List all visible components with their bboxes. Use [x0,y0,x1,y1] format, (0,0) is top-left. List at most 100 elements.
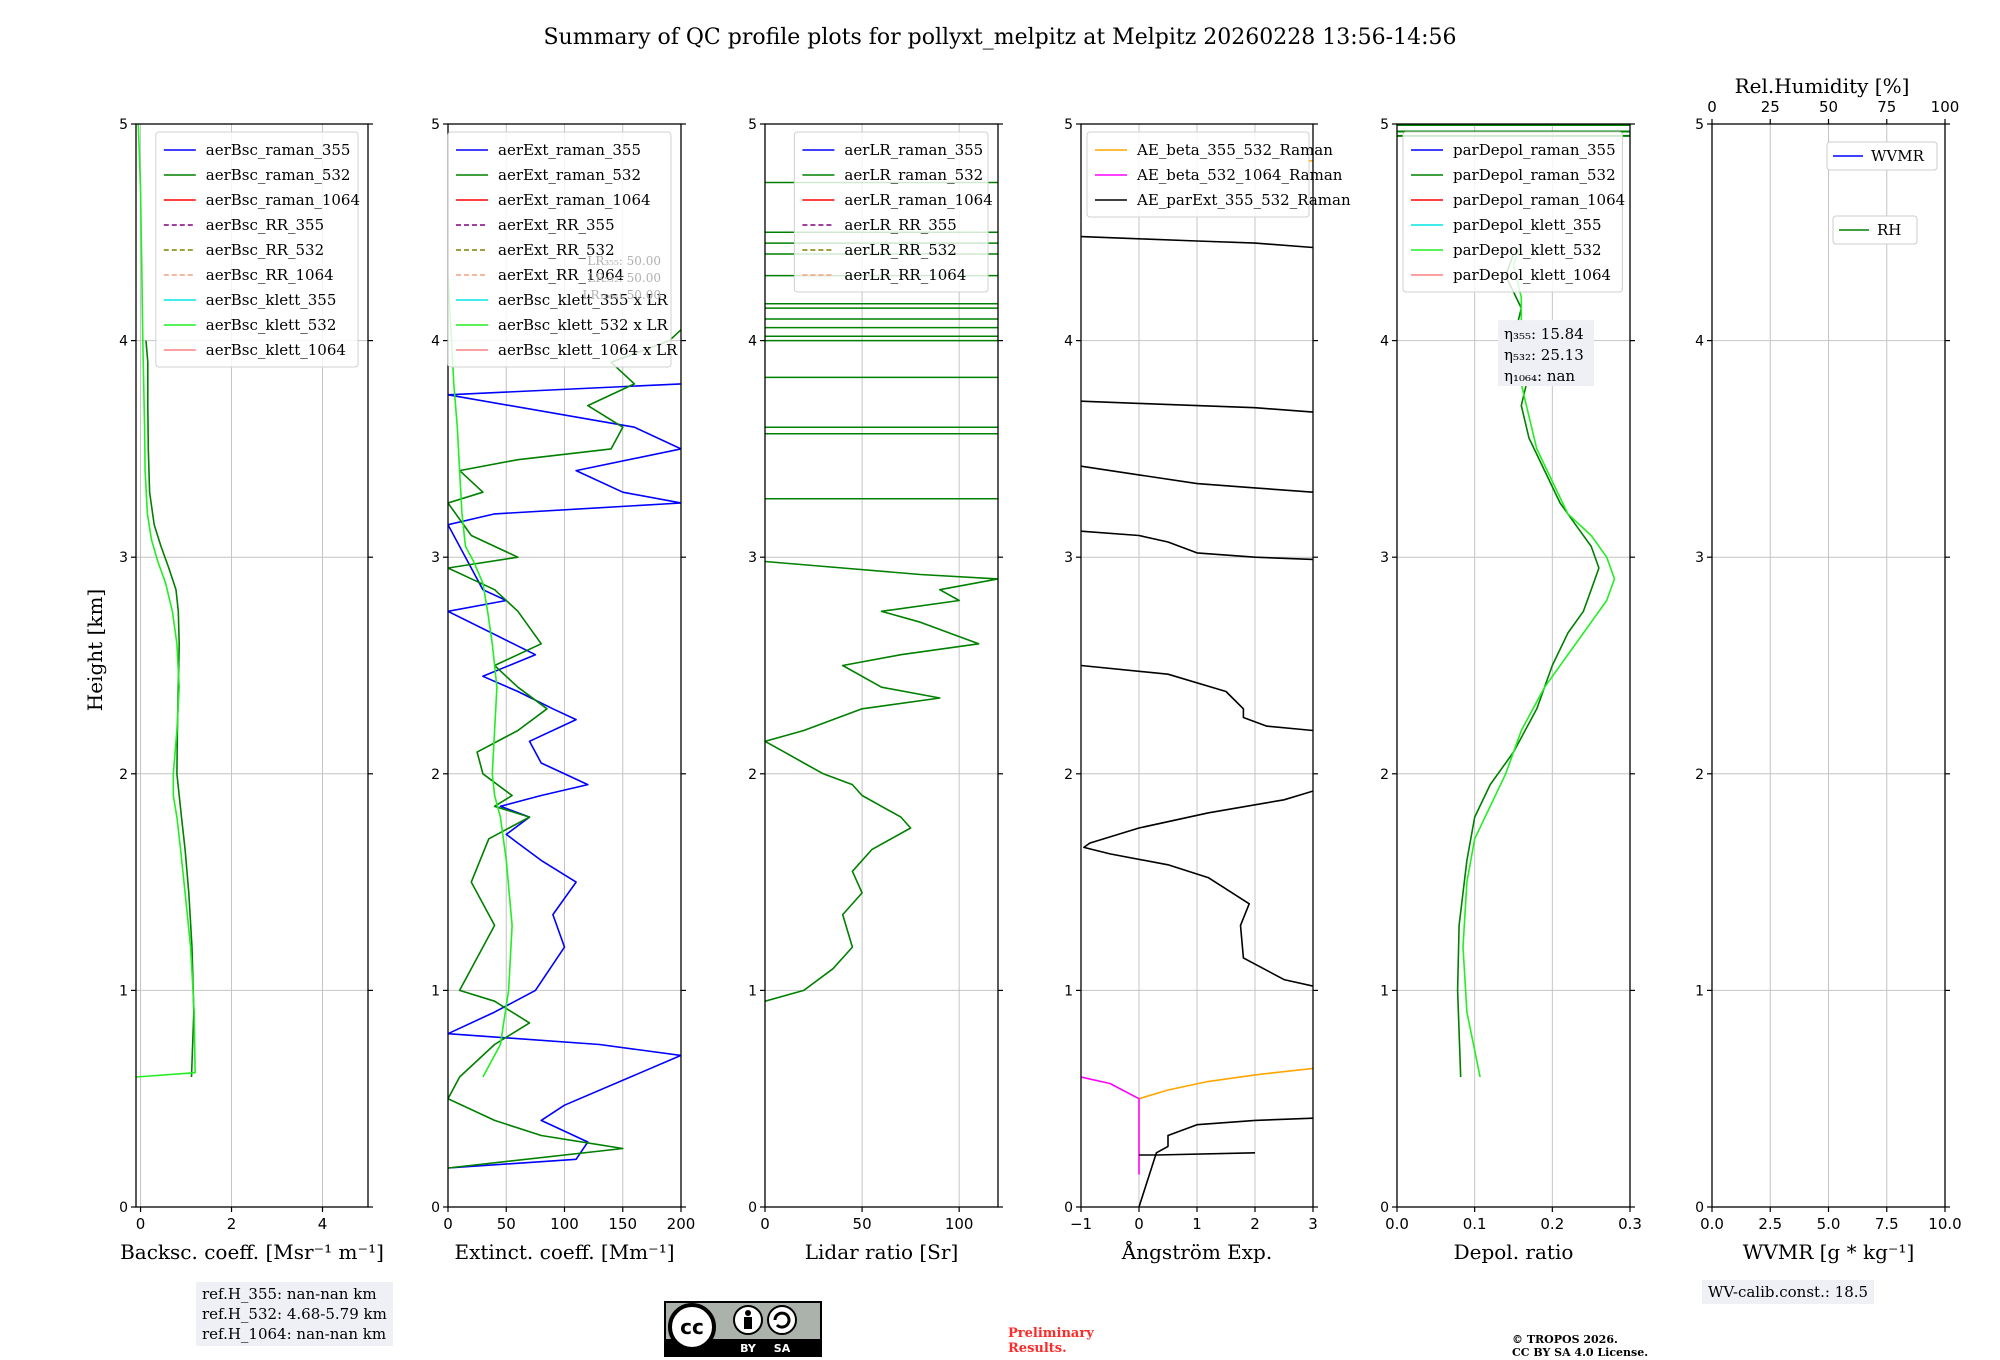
legend-frame [155,131,359,368]
y-tick-label: 5 [748,117,757,133]
axes-frame [135,123,369,1208]
series-line-ae-parext-355-532-raman [1081,465,1313,493]
x-tick-label: 0.3 [1618,1215,1642,1233]
legend-label: aerBsc_klett_355 [206,291,337,309]
x-tick-label: 7.5 [1875,1215,1899,1233]
plot-area-ae [1081,160,1313,1207]
top-x-tick-label: 100 [1931,98,1960,116]
x-tick-label: 50 [497,1215,516,1233]
x-axis-label: WVMR [g * kg⁻¹] [1743,1240,1915,1264]
x-tick-label: 0.2 [1540,1215,1564,1233]
x-tick-label: 200 [667,1215,696,1233]
legend-label: aerExt_RR_532 [498,241,615,259]
x-tick-label: 50 [853,1215,872,1233]
y-tick-label: 5 [119,117,128,133]
legend-label: AE_beta_355_532_Raman [1136,141,1333,159]
x-tick-label: 100 [945,1215,974,1233]
x-axis-label: Depol. ratio [1454,1240,1574,1264]
x-tick-label: 0 [760,1215,770,1233]
legend-label: aerLR_raman_1064 [844,191,992,209]
legend-label: parDepol_klett_1064 [1453,266,1611,284]
x-tick-label: 2 [227,1215,237,1233]
x-tick-label: 0.1 [1463,1215,1487,1233]
legend-label: aerExt_RR_1064 [498,266,624,284]
series-line-ae-parext-355-532-raman [1083,790,1313,987]
series-line-ae-parext-355-532-raman [1139,1152,1256,1156]
y-tick-label: 0 [1064,1200,1073,1216]
legend-frame [1826,141,1938,171]
legend-label: aerExt_raman_1064 [498,191,651,209]
series-line-aerbsc-raman-532 [145,340,195,1078]
y-tick-label: 5 [431,117,440,133]
x-tick-label: 0.0 [1385,1215,1409,1233]
top-x-tick-label: 0 [1707,98,1717,116]
y-tick-label: 5 [1695,117,1704,133]
by-icon-body [744,1317,752,1329]
x-tick-label: 0 [443,1215,453,1233]
x-tick-label: 150 [608,1215,637,1233]
y-tick-label: 0 [431,1200,440,1216]
cc-sa-label: SA [774,1342,791,1355]
y-tick-label: 4 [1695,334,1704,350]
lr-annotation: LR₁₀₆₄: 50.00 [583,288,661,302]
y-tick-label: 1 [1380,983,1389,999]
by-icon-head [745,1310,751,1316]
x-tick-label: 5.0 [1817,1215,1841,1233]
legend-box: parDepol_raman_355 parDepol_raman_532 parD… [1402,131,1625,293]
y-tick-label: 3 [119,550,128,566]
wv-calib-box: WV-calib.const.: 18.5 [1702,1280,1875,1304]
copyright-line-2: CC BY SA 4.0 License. [1512,1346,1649,1359]
series-line-ae-parext-355-532-raman [1081,235,1313,249]
preliminary-note: Preliminary Results. [1008,1326,1094,1356]
y-axis-label: Height [km] [83,589,107,711]
panel-wv: 0 1 2 3 4 5 0.0 2.5 5.0 7.5 10.0 0 25 50 75 100 WVMR [g … [1695,98,1962,1264]
x-tick-label: 0.0 [1700,1215,1724,1233]
legend-label: aerBsc_raman_355 [206,141,351,159]
legend-label: aerExt_raman_532 [498,166,641,184]
series-line-aerext-raman-355 [448,383,681,1169]
panel-bsc: 0 1 2 3 4 5 0 2 4 Backsc. coeff. [Msr⁻¹ m⁻¹] aerBs… [119,117,384,1264]
x-axis-label: Backsc. coeff. [Msr⁻¹ m⁻¹] [120,1240,384,1264]
copyright-line-1: © TROPOS 2026. [1512,1333,1618,1346]
eta-annotation-line: η₅₃₂: 25.13 [1504,346,1584,364]
series-line-ae-beta-532-1064-raman [1081,1076,1140,1175]
y-tick-label: 0 [748,1200,757,1216]
y-tick-label: 2 [748,767,757,783]
legend-frame [1832,215,1918,245]
wv-calib-const: WV-calib.const.: 18.5 [1708,1283,1869,1301]
x-tick-label: 0 [136,1215,146,1233]
legend-frame [447,131,672,368]
y-tick-label: 0 [119,1200,128,1216]
figure-title: Summary of QC profile plots for pollyxt_… [543,25,1456,50]
y-tick-label: 4 [748,334,757,350]
sa-icon-arrow [773,1311,791,1329]
plot-area-bsc [136,124,196,1078]
lr-annotation: LR₅₃₂: 50.00 [587,271,661,285]
series-line-ae-parext-355-532-raman [1081,664,1313,732]
y-tick-label: 4 [1064,334,1073,350]
legend-box: aerLR_raman_355 aerLR_raman_532 aerLR_rama… [793,131,993,293]
x-tick-label: −1 [1070,1215,1092,1233]
legend-box: aerExt_raman_355 aerExt_raman_532 aerExt_r… [447,131,678,368]
top-x-tick-label: 25 [1761,98,1780,116]
ref-height-532: ref.H_532: 4.68-5.79 km [202,1305,387,1323]
x-tick-label: 0 [1134,1215,1144,1233]
legend-label: aerBsc_raman_1064 [206,191,360,209]
axes-frame [764,123,999,1208]
legend-label: parDepol_klett_532 [1453,241,1602,259]
copyright-note: © TROPOS 2026. CC BY SA 4.0 License. [1512,1333,1648,1359]
series-line-aerext-raman-532 [448,329,681,1169]
y-tick-label: 1 [748,983,757,999]
cc-by-sa-badge: cc BY SA [664,1301,822,1357]
ref-height-1064: ref.H_1064: nan-nan km [202,1325,387,1343]
legend-label: aerBsc_klett_532 [206,316,337,334]
plot-area-lr [765,181,998,1002]
legend-label: aerBsc_RR_1064 [206,266,334,284]
x-axis-label: Lidar ratio [Sr] [805,1240,959,1264]
eta-annotation-box [1497,320,1594,387]
y-tick-label: 3 [1380,550,1389,566]
y-tick-label: 5 [1380,117,1389,133]
y-tick-label: 4 [119,334,128,350]
